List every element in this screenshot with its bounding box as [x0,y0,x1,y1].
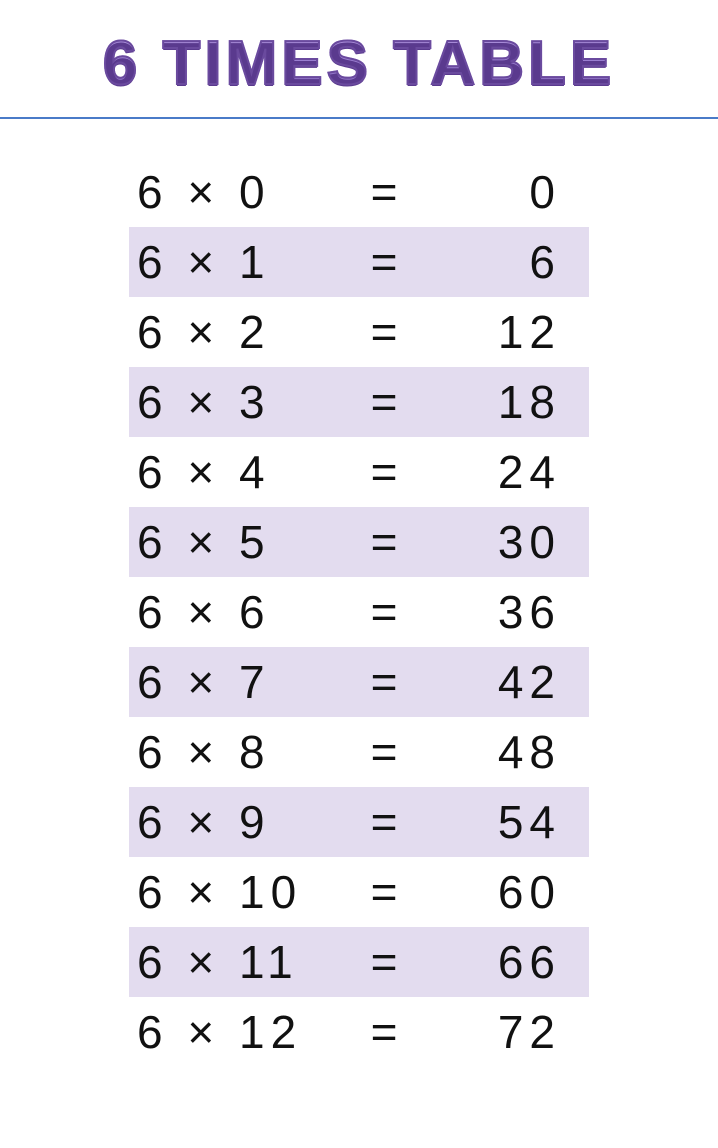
expression-cell: 6 × 12 [137,1005,347,1059]
equals-cell: = [347,375,427,429]
table-row: 6 × 0 = 0 [129,157,589,227]
table-row: 6 × 10 = 60 [129,857,589,927]
expression-cell: 6 × 5 [137,515,347,569]
table-row: 6 × 12 = 72 [129,997,589,1067]
table-row: 6 × 2 = 12 [129,297,589,367]
expression-cell: 6 × 8 [137,725,347,779]
equals-cell: = [347,655,427,709]
expression-cell: 6 × 4 [137,445,347,499]
table-row: 6 × 6 = 36 [129,577,589,647]
result-cell: 60 [427,865,567,919]
result-cell: 0 [427,165,567,219]
result-cell: 72 [427,1005,567,1059]
equals-cell: = [347,1005,427,1059]
result-cell: 24 [427,445,567,499]
expression-cell: 6 × 10 [137,865,347,919]
horizontal-rule [0,117,718,119]
equals-cell: = [347,725,427,779]
result-cell: 18 [427,375,567,429]
expression-cell: 6 × 0 [137,165,347,219]
expression-cell: 6 × 7 [137,655,347,709]
equals-cell: = [347,165,427,219]
table-row: 6 × 7 = 42 [129,647,589,717]
expression-cell: 6 × 3 [137,375,347,429]
page-title: 6 TIMES TABLE [0,0,718,117]
equals-cell: = [347,585,427,639]
equals-cell: = [347,305,427,359]
result-cell: 42 [427,655,567,709]
result-cell: 48 [427,725,567,779]
equals-cell: = [347,935,427,989]
result-cell: 12 [427,305,567,359]
result-cell: 30 [427,515,567,569]
times-table: 6 × 0 = 0 6 × 1 = 6 6 × 2 = 12 6 × 3 = 1… [129,157,589,1067]
result-cell: 36 [427,585,567,639]
table-row: 6 × 9 = 54 [129,787,589,857]
expression-cell: 6 × 1 [137,235,347,289]
result-cell: 6 [427,235,567,289]
result-cell: 54 [427,795,567,849]
expression-cell: 6 × 2 [137,305,347,359]
equals-cell: = [347,795,427,849]
table-row: 6 × 4 = 24 [129,437,589,507]
expression-cell: 6 × 6 [137,585,347,639]
table-row: 6 × 11 = 66 [129,927,589,997]
table-row: 6 × 1 = 6 [129,227,589,297]
table-row: 6 × 8 = 48 [129,717,589,787]
expression-cell: 6 × 11 [137,935,347,989]
table-row: 6 × 3 = 18 [129,367,589,437]
equals-cell: = [347,515,427,569]
equals-cell: = [347,865,427,919]
table-row: 6 × 5 = 30 [129,507,589,577]
expression-cell: 6 × 9 [137,795,347,849]
equals-cell: = [347,235,427,289]
result-cell: 66 [427,935,567,989]
equals-cell: = [347,445,427,499]
